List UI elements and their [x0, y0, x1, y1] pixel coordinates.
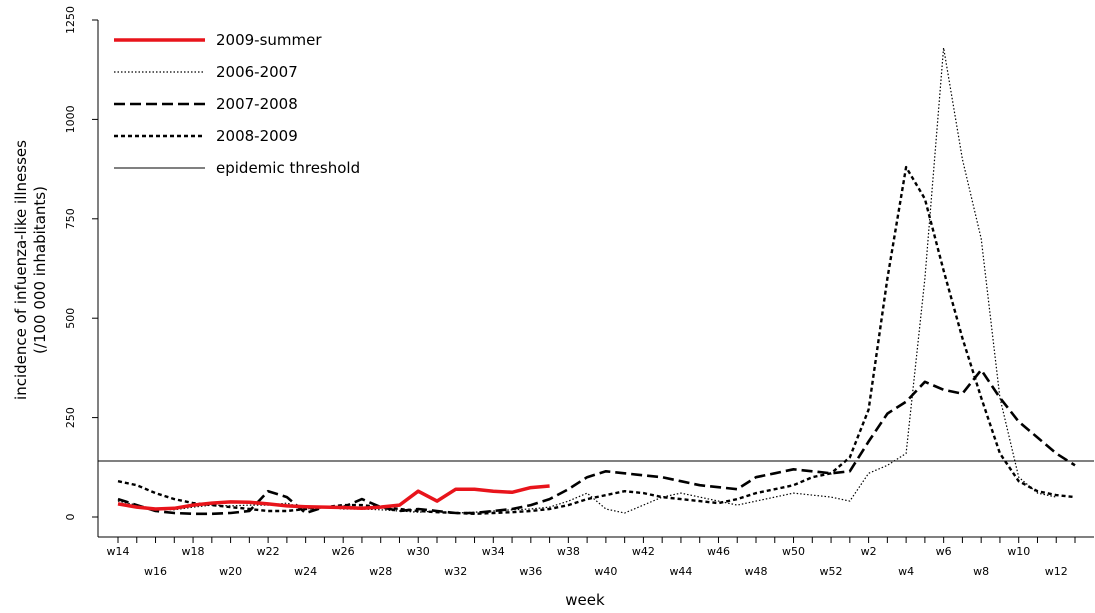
x-tick-label: w2	[861, 545, 877, 558]
axes: 0 250 500 750 1000 1250 w14 w18 w22 w26 w30 w34 w38 w…	[64, 6, 1094, 578]
x-tick-label: w44	[669, 565, 692, 578]
x-tick-label: w8	[973, 565, 989, 578]
y-tick-label: 0	[64, 514, 77, 521]
x-tick-label: w20	[219, 565, 242, 578]
x-tick-label: w16	[144, 565, 167, 578]
x-tick-label: w42	[632, 545, 655, 558]
x-tick-label: w40	[594, 565, 617, 578]
legend-label: epidemic threshold	[216, 159, 360, 177]
legend-label: 2008-2009	[216, 127, 298, 145]
y-tick-label: 1000	[64, 105, 77, 133]
x-tick-label: w32	[444, 565, 467, 578]
x-tick-label: w48	[745, 565, 768, 578]
x-tick-label: w36	[519, 565, 542, 578]
y-tick-label: 750	[64, 208, 77, 229]
legend-label: 2007-2008	[216, 95, 298, 113]
x-tick-label: w12	[1045, 565, 1068, 578]
y-tick-label: 500	[64, 308, 77, 329]
x-tick-label: w26	[332, 545, 355, 558]
x-tick-label: w18	[182, 545, 205, 558]
y-axis-subtitle: (/100 000 inhabitants)	[31, 186, 49, 354]
x-tick-label: w6	[936, 545, 952, 558]
x-tick-label: w10	[1007, 545, 1030, 558]
series-line-2007-2008	[118, 370, 1075, 514]
y-axis-title: incidence of infuenza-like illnesses	[12, 140, 30, 400]
legend-label: 2009-summer	[216, 31, 322, 49]
legend: 2009-summer 2006-2007 2007-2008 2008-2009 ep…	[114, 31, 360, 177]
x-tick-label: w34	[482, 545, 505, 558]
x-tick-label: w22	[257, 545, 280, 558]
series-line-2006-2007	[118, 48, 1056, 513]
x-tick-label: w30	[407, 545, 430, 558]
x-tick-label: w52	[820, 565, 843, 578]
x-tick-label: w28	[369, 565, 392, 578]
y-tick-label: 1250	[64, 6, 77, 34]
series-layer	[118, 48, 1075, 514]
x-tick-label: w46	[707, 545, 730, 558]
series-line-2009-summer	[118, 486, 550, 509]
x-tick-label: w14	[107, 545, 130, 558]
x-tick-label: w50	[782, 545, 805, 558]
y-tick-label: 250	[64, 407, 77, 428]
x-tick-label: w4	[898, 565, 914, 578]
x-tick-label: w24	[294, 565, 317, 578]
x-axis-title: week	[565, 591, 605, 609]
series-line-2008-2009	[118, 167, 1075, 514]
legend-label: 2006-2007	[216, 63, 298, 81]
x-tick-label: w38	[557, 545, 580, 558]
